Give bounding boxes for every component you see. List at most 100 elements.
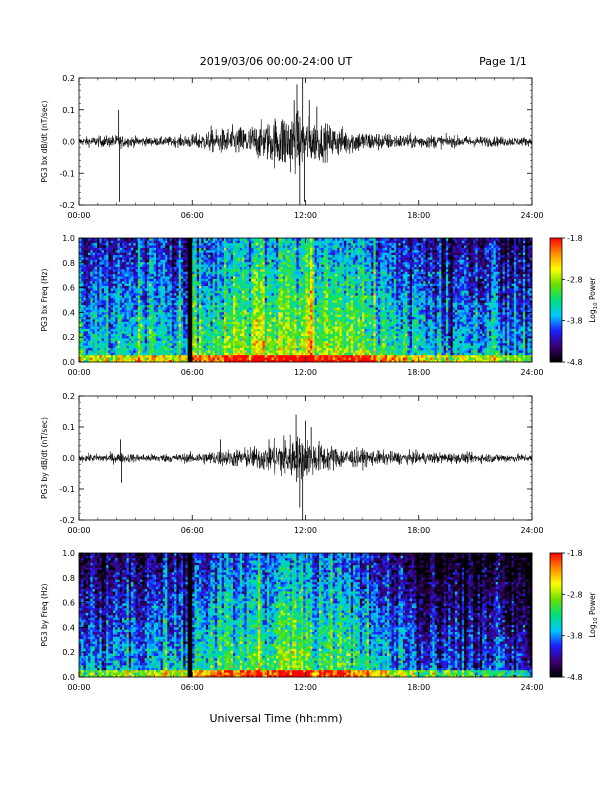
spectrogram-cell [221, 273, 225, 277]
spectrogram-cell [253, 328, 257, 332]
spectrogram-cell [92, 247, 96, 251]
spectrogram-cell [203, 254, 207, 258]
spectrogram-cell [108, 316, 112, 320]
spectrogram-cell [242, 302, 245, 306]
spectrogram-cell [212, 276, 216, 279]
spectrogram-cell [255, 249, 259, 253]
spectrogram-cell [133, 264, 136, 267]
spectrogram-cell [235, 280, 238, 284]
spectrogram-cell [81, 350, 84, 353]
spectrogram-cell [239, 259, 243, 263]
spectrogram-cell [260, 357, 263, 360]
spectrogram-cell [264, 273, 268, 277]
spectrogram-cell [88, 273, 91, 277]
spectrogram-cell [262, 357, 266, 360]
spectrogram-cell [257, 290, 261, 294]
spectrogram-cell [128, 292, 132, 296]
spectrogram-cell [153, 245, 157, 248]
spectrogram-cell [230, 242, 234, 246]
spectrogram-cell [269, 311, 272, 315]
spectrogram-cell [223, 295, 227, 298]
spectrogram-cell [244, 357, 247, 360]
spectrogram-cell [278, 328, 281, 332]
spectrogram-cell [289, 311, 293, 315]
spectrogram-cell [255, 288, 259, 291]
spectrogram-cell [133, 342, 136, 346]
spectrogram-cell [287, 326, 290, 329]
spectrogram-cell [133, 328, 136, 332]
spectrogram-cell [223, 307, 227, 310]
spectrogram-cell [180, 247, 184, 251]
spectrogram-cell [171, 316, 175, 320]
spectrogram-cell [135, 283, 139, 287]
spectrogram-cell [158, 290, 161, 294]
spectrogram-cell [246, 340, 250, 344]
spectrogram-cell [133, 335, 136, 339]
spectrogram-cell [287, 354, 290, 358]
spectrogram-cell [223, 271, 227, 275]
spectrogram-cell [276, 266, 279, 270]
spectrogram-cell [88, 300, 91, 303]
spectrogram-cell [205, 273, 209, 277]
spectrogram-cell [285, 240, 288, 244]
spectrogram-cell [176, 347, 180, 351]
spectrogram-cell [103, 271, 107, 275]
spectrogram-cell [246, 280, 250, 284]
spectrogram-cell [144, 352, 148, 356]
spectrogram-cell [90, 338, 93, 341]
spectrogram-cell [160, 302, 164, 306]
spectrogram-cell [144, 285, 148, 289]
spectrogram-cell [235, 357, 238, 360]
spectrogram-cell [167, 259, 170, 263]
spectrogram-cell [142, 285, 146, 289]
spectrogram-cell [144, 280, 148, 284]
spectrogram-cell [262, 326, 266, 329]
spectrogram-cell [97, 340, 100, 344]
spectrogram-cell [219, 288, 223, 291]
spectrogram-cell [210, 249, 213, 253]
spectrogram-cell [156, 288, 159, 291]
spectrogram-cell [165, 331, 168, 334]
spectrogram-cell [133, 340, 136, 344]
spectrogram-cell [214, 273, 218, 277]
spectrogram-cell [203, 295, 207, 298]
spectrogram-cell [267, 261, 270, 265]
spectrogram-cell [122, 252, 125, 256]
spectrogram-cell [83, 328, 87, 332]
spectrogram-cell [99, 240, 103, 244]
spectrogram-cell [156, 245, 159, 248]
spectrogram-cell [119, 285, 123, 289]
spectrogram-cell [88, 333, 91, 337]
spectrogram-cell [208, 314, 211, 318]
spectrogram-cell [165, 316, 168, 320]
spectrogram-cell [187, 316, 191, 320]
spectrogram-cell [230, 326, 234, 329]
spectrogram-cell [153, 342, 157, 346]
spectrogram-cell [289, 300, 293, 303]
spectrogram-cell [153, 309, 157, 313]
spectrogram-cell [255, 314, 259, 318]
spectrogram-cell [126, 297, 130, 301]
spectrogram-cell [269, 261, 272, 265]
spectrogram-cell [97, 259, 100, 263]
spectrogram-cell [219, 319, 223, 322]
spectrogram-cell [253, 319, 257, 322]
spectrogram-cell [255, 321, 259, 325]
spectrogram-cell [273, 247, 277, 251]
spectrogram-cell [149, 335, 152, 339]
spectrogram-cell [92, 345, 96, 349]
spectrogram-cell [158, 326, 161, 329]
spectrogram-cell [203, 271, 207, 275]
spectrogram-cell [201, 276, 204, 279]
spectrogram-cell [158, 331, 161, 334]
spectrogram-cell [230, 245, 234, 248]
spectrogram-cell [176, 266, 180, 270]
spectrogram-cell [171, 328, 175, 332]
spectrogram-cell [142, 302, 146, 306]
spectrogram-cell [142, 326, 146, 329]
spectrogram-cell [205, 249, 209, 253]
spectrogram-cell [221, 271, 225, 275]
spectrogram-cell [144, 326, 148, 329]
spectrogram-cell [253, 273, 257, 277]
spectrogram-cell [117, 340, 121, 344]
